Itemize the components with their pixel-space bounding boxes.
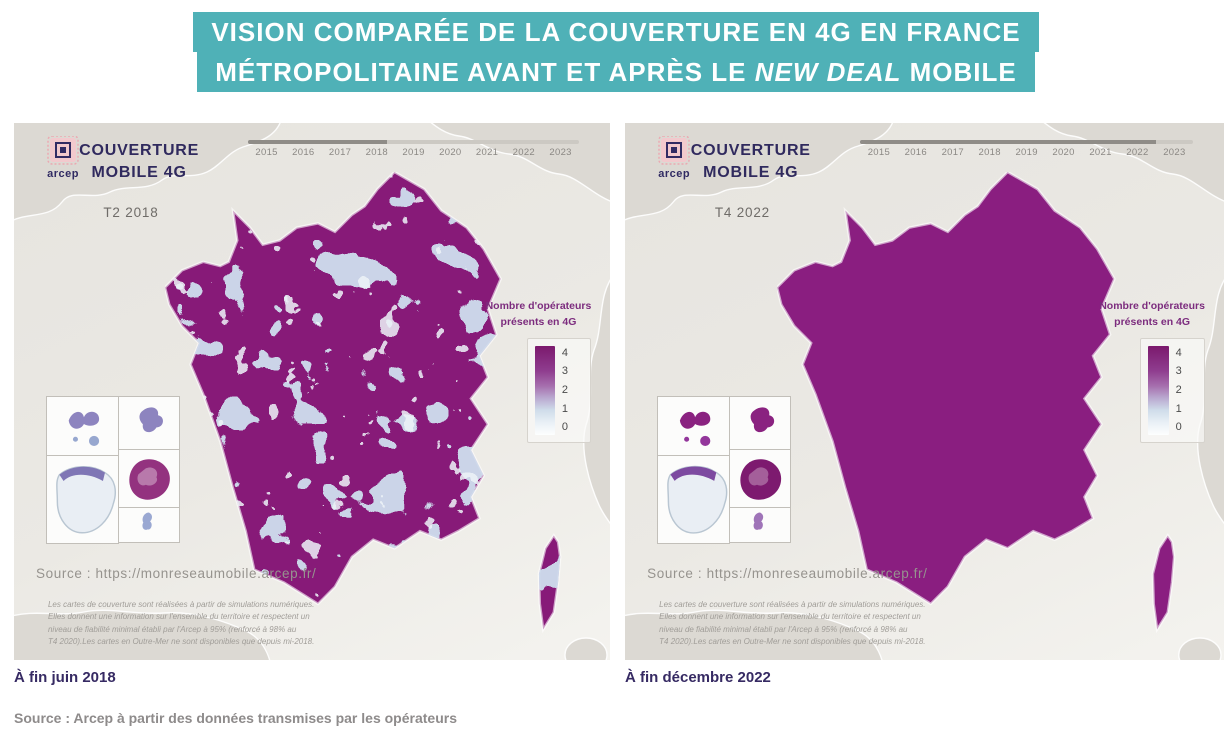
inset-guyane <box>657 454 731 545</box>
sardinia-landmass <box>1178 637 1222 660</box>
legend-title: Nombre d'opérateurs présents en 4G <box>485 299 592 329</box>
period-label: T4 2022 <box>714 204 770 220</box>
arcep-logo-icon <box>658 135 690 165</box>
inset-martinique <box>729 396 792 450</box>
inset-mayotte <box>117 507 180 544</box>
page-title-banner: VISION COMPARÉE DE LA COUVERTURE EN 4G E… <box>0 0 1232 92</box>
legend-gradient-bar <box>534 345 555 435</box>
france-coverage-map[interactable] <box>776 171 1204 634</box>
france-coverage-map[interactable] <box>164 171 590 634</box>
inset-reunion <box>117 448 180 509</box>
map-title: COUVERTURE MOBILE 4G <box>79 142 200 181</box>
inset-guyane <box>46 454 119 545</box>
timeline-track[interactable] <box>248 140 579 145</box>
spain-landmass <box>14 609 271 660</box>
timeline-year-labels: 2015 2016 2017 2018 2019 2020 2021 2022 2023 <box>867 147 1186 159</box>
arcep-logo-text: arcep <box>658 167 691 180</box>
arcep-logo-text: arcep <box>47 167 79 180</box>
map-disclaimer: Les cartes de couverture sont réalisées … <box>659 599 926 646</box>
inset-guadeloupe <box>46 396 119 456</box>
map-panel-2022: arcep COUVERTURE MOBILE 4G 2015 2016 2017 2… <box>625 123 1224 660</box>
sardinia-landmass <box>564 637 608 660</box>
footer-source: Source : Arcep à partir des données tran… <box>14 710 457 726</box>
timeline-progress <box>248 140 388 145</box>
arcep-logo: arcep <box>39 135 87 180</box>
map-panel-2018: arcep COUVERTURE MOBILE 4G 2015 2016 2017 2… <box>14 123 610 660</box>
map-source-url: Source : https://monreseaumobile.arcep.f… <box>36 566 317 582</box>
overseas-insets <box>46 396 180 546</box>
caption-2022: À fin décembre 2022 <box>625 669 771 686</box>
inset-martinique <box>117 396 180 450</box>
background-landmasses <box>625 123 1224 660</box>
map-title: COUVERTURE MOBILE 4G <box>690 142 811 181</box>
title-line-2: MÉTROPOLITAINE AVANT ET APRÈS LE NEW DEA… <box>197 52 1035 92</box>
legend-gradient-bar <box>1148 345 1169 435</box>
timeline-slider[interactable]: 2015 2016 2017 2018 2019 2020 2021 2022 2023 <box>248 140 579 158</box>
overseas-insets <box>657 396 792 546</box>
arcep-logo: arcep <box>650 135 698 180</box>
england-landmass <box>625 123 894 221</box>
england-landmass <box>14 123 281 221</box>
inset-guadeloupe <box>657 396 731 456</box>
legend-title: Nombre d'opérateurs présents en 4G <box>1099 299 1205 329</box>
timeline-progress <box>860 140 1157 145</box>
inset-mayotte <box>729 507 792 544</box>
inset-reunion <box>729 448 792 509</box>
arcep-logo-icon <box>47 135 79 165</box>
maps-row: arcep COUVERTURE MOBILE 4G 2015 2016 2017 2… <box>0 123 1232 660</box>
title-line-1: VISION COMPARÉE DE LA COUVERTURE EN 4G E… <box>193 12 1039 52</box>
timeline-slider[interactable]: 2015 2016 2017 2018 2019 2020 2021 2022 2023 <box>860 140 1193 159</box>
map-captions: À fin juin 2018 À fin décembre 2022 <box>0 669 1232 686</box>
spain-landmass <box>625 609 883 660</box>
map-source-url: Source : https://monreseaumobile.arcep.f… <box>647 566 928 582</box>
timeline-track[interactable] <box>860 140 1193 145</box>
timeline-year-labels: 2015 2016 2017 2018 2019 2020 2021 2022 2023 <box>255 147 572 159</box>
caption-2018: À fin juin 2018 <box>14 669 116 686</box>
period-label: T2 2018 <box>103 204 159 220</box>
map-disclaimer: Les cartes de couverture sont réalisées … <box>47 599 315 646</box>
